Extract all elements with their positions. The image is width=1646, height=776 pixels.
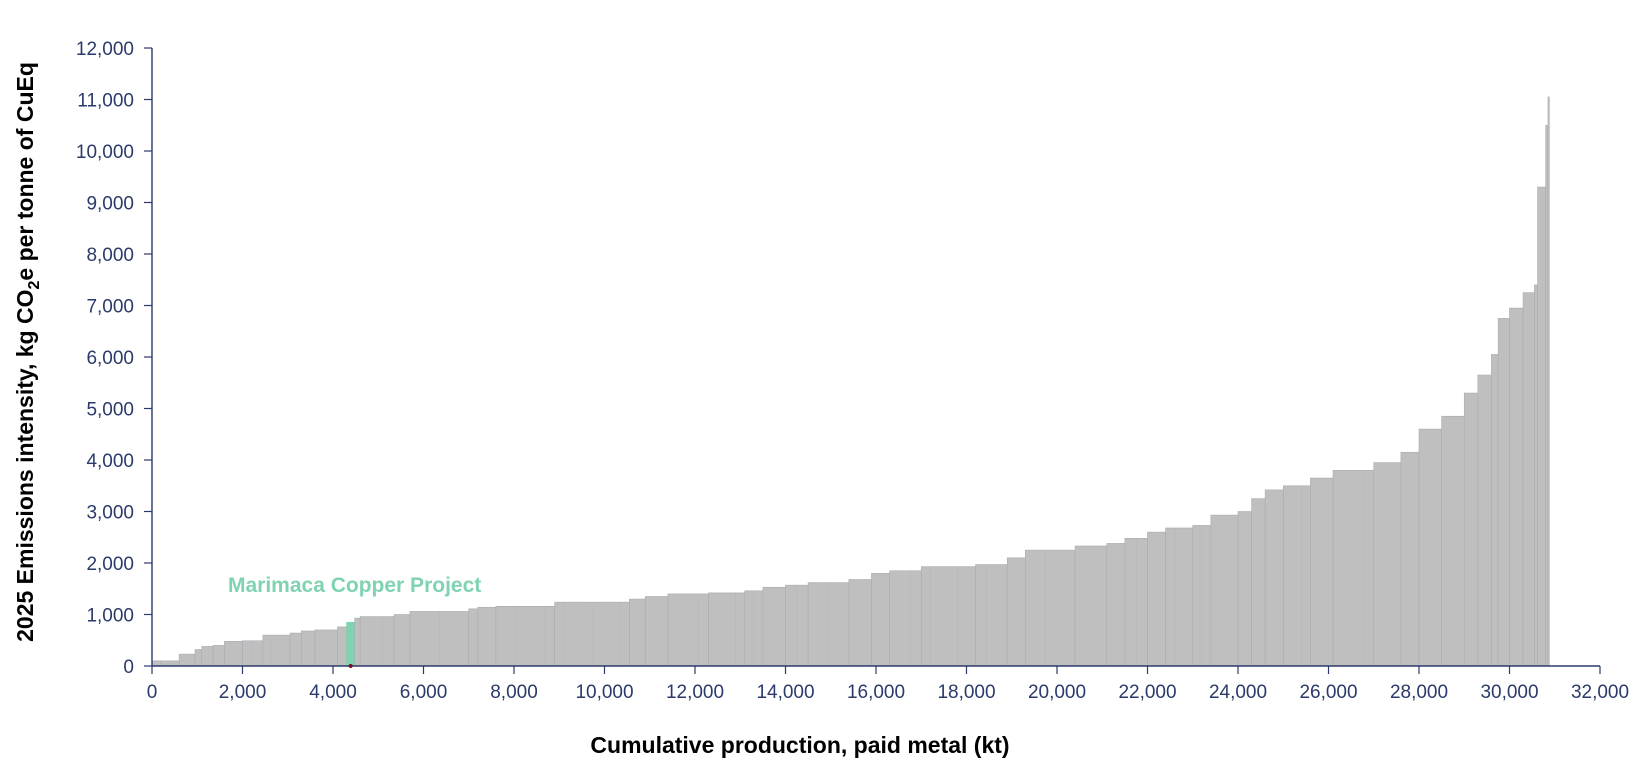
curve-bar [1441, 415, 1465, 667]
y-tick-label: 11,000 [77, 91, 134, 112]
curve-bar [1547, 96, 1550, 667]
curve-bar [667, 593, 709, 667]
curve-bar [1332, 469, 1375, 667]
curve-bar [224, 640, 243, 667]
curve-bar [1074, 545, 1108, 667]
x-tick-label: 12,000 [666, 682, 724, 703]
highlight-marker-dot [348, 664, 353, 668]
y-tick-label: 7,000 [86, 297, 134, 318]
y-axis-title-part-1: 2025 Emissions intensity, kg CO [12, 290, 38, 642]
x-tick-label: 6,000 [400, 682, 448, 703]
curve-bar [468, 608, 479, 667]
curve-bar [1147, 531, 1166, 667]
curve-bar [1537, 186, 1547, 667]
x-tick-label: 32,000 [1571, 682, 1629, 703]
x-tick-label: 4,000 [309, 682, 357, 703]
curve-bar [975, 564, 1008, 667]
y-axis-title-subscript: 2 [26, 281, 43, 290]
curve-bar [194, 649, 203, 667]
curve-bar [1497, 318, 1510, 667]
y-tick-label: 3,000 [86, 503, 134, 524]
curve-bar [1509, 307, 1524, 667]
curve-bar [762, 586, 786, 667]
y-tick-label: 6,000 [86, 348, 134, 369]
curve-bar [1373, 462, 1402, 667]
curve-bar [212, 645, 225, 667]
curve-bar [1463, 392, 1479, 667]
curve-bar [1264, 489, 1284, 667]
curve-bar [708, 592, 746, 667]
x-tick-label: 0 [147, 682, 158, 703]
y-tick-label: 2,000 [86, 554, 134, 575]
y-tick-label: 1,000 [86, 606, 134, 627]
x-tick-label: 18,000 [937, 682, 995, 703]
y-axis-title: 2025 Emissions intensity, kg CO2e per to… [12, 62, 43, 642]
curve-bar [301, 630, 316, 667]
curve-bar [1106, 543, 1126, 667]
y-tick-label: 0 [123, 657, 134, 678]
x-ticks-layer: 0 2,000 4,000 6,000 8,000 10,000 12,000 14,000 1… [147, 666, 1629, 703]
curve-bar [337, 626, 347, 667]
x-tick-label: 10,000 [575, 682, 633, 703]
curve-bar [495, 605, 556, 667]
curve-bar [871, 572, 890, 667]
curve-bar [151, 660, 162, 667]
curve-bar [1545, 124, 1549, 667]
curve-bar [1210, 514, 1239, 667]
curve-bar [354, 617, 361, 667]
curve-bar [1251, 498, 1266, 667]
y-tick-label: 8,000 [86, 245, 134, 266]
curve-bar [1006, 557, 1026, 667]
curve-bar [644, 596, 669, 667]
x-tick-label: 24,000 [1209, 682, 1267, 703]
curve-bar [314, 629, 338, 667]
y-tick-label: 4,000 [86, 451, 134, 472]
x-tick-label: 16,000 [847, 682, 905, 703]
x-tick-label: 30,000 [1480, 682, 1538, 703]
x-tick-label: 28,000 [1390, 682, 1448, 703]
curve-bar [1165, 527, 1194, 667]
x-tick-label: 14,000 [756, 682, 814, 703]
y-tick-label: 9,000 [86, 194, 134, 215]
curve-bar [1025, 549, 1076, 667]
y-tick-label: 5,000 [86, 400, 134, 421]
curve-bar [1418, 428, 1442, 667]
y-tick-label: 12,000 [76, 39, 134, 60]
x-tick-label: 22,000 [1118, 682, 1176, 703]
curve-bar [393, 614, 411, 667]
curve-bar [359, 616, 395, 667]
curve-bar [1491, 354, 1499, 667]
annotation-label: Marimaca Copper Project [228, 574, 481, 597]
highlight-bar-marimaca [346, 621, 356, 667]
x-tick-label: 20,000 [1028, 682, 1086, 703]
bars-layer [151, 96, 1550, 667]
x-tick-label: 8,000 [490, 682, 538, 703]
y-ticks-layer: 0 1,000 2,000 3,000 4,000 5,000 6,000 7,000 8,00… [76, 39, 152, 678]
curve-bar [1282, 485, 1311, 667]
curve-bar [1534, 284, 1538, 667]
y-tick-label: 10,000 [76, 142, 134, 163]
curve-bar [1522, 292, 1535, 667]
curve-bar [629, 598, 646, 667]
curve-bar [201, 646, 214, 667]
curve-bar [1400, 451, 1420, 667]
curve-bar [477, 606, 497, 667]
curve-bar [848, 579, 872, 667]
x-tick-label: 26,000 [1299, 682, 1357, 703]
x-tick-label: 2,000 [219, 682, 267, 703]
x-axis-title: Cumulative production, paid metal (kt) [590, 732, 1009, 758]
curve-bar [289, 632, 302, 667]
curve-bar [1310, 477, 1334, 667]
curve-bar [889, 570, 922, 667]
curve-bar [1237, 511, 1252, 667]
curve-bar [178, 653, 196, 667]
curve-bar [920, 566, 976, 667]
curve-bar [1477, 374, 1492, 667]
curve-bar [262, 634, 291, 667]
y-axis-title-part-2: e per tonne of CuEq [12, 62, 38, 281]
